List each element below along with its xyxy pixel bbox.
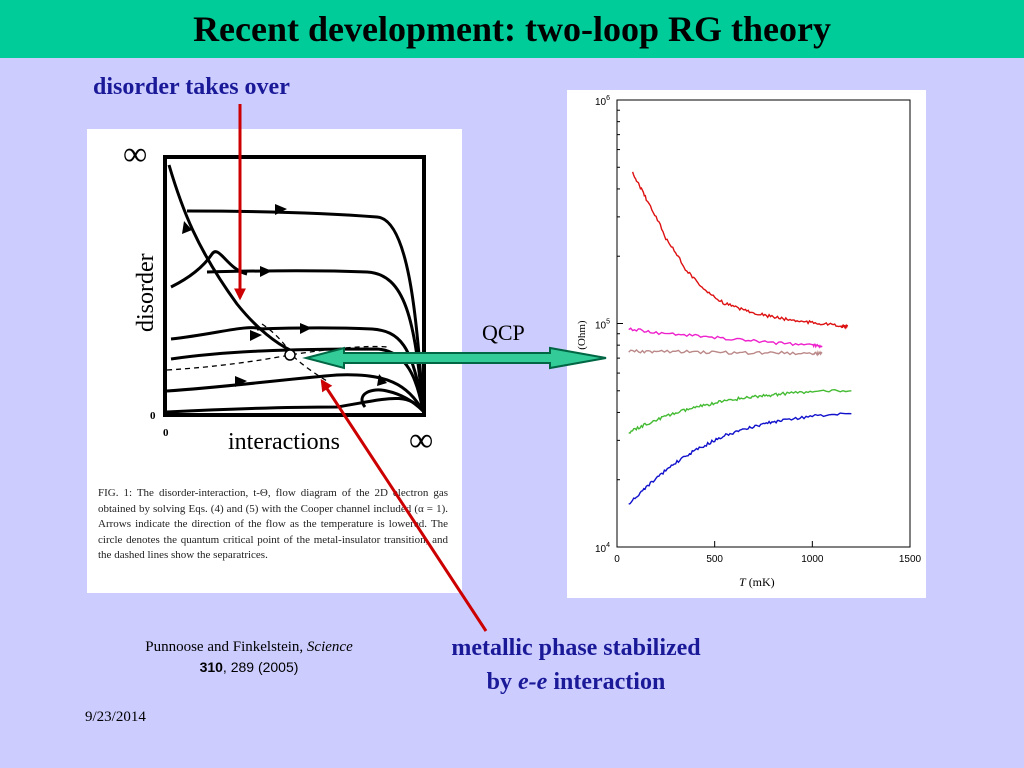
flow-arrowhead [260, 266, 272, 277]
flow-arrowhead [300, 323, 312, 334]
resistance-chart-panel: 0 500 1000 1500 104 105 106 ρ (Ohm) T (mK) [567, 90, 926, 598]
callout-line2-prefix: by [486, 669, 519, 695]
flow-arrowhead [250, 330, 262, 341]
flow-arrowhead [182, 221, 192, 234]
reference-citation: Punnoose and Finkelstein, Science 310, 2… [104, 637, 394, 678]
reference-journal: Science [306, 639, 353, 655]
x-tick-label: 500 [706, 554, 723, 565]
flow-diagram-frame [163, 155, 426, 417]
chart-x-label: T (mK) [739, 575, 775, 589]
resistance-chart-svg: 0 500 1000 1500 104 105 106 ρ (Ohm) T (mK) [576, 95, 922, 589]
slide-date: 9/23/2014 [85, 709, 146, 725]
chart-y-label: ρ (Ohm) [576, 320, 588, 358]
chart-x-label-symbol: T [739, 575, 747, 589]
series-line [631, 171, 849, 330]
flow-arrowhead [275, 204, 287, 215]
callout-line2-suffix: interaction [547, 669, 666, 695]
infinity-top-label: ∞ [123, 136, 147, 173]
reference-authors: Punnoose and Finkelstein, [145, 639, 307, 655]
series-line [628, 327, 823, 349]
flow-line [170, 250, 248, 289]
flow-line [167, 164, 293, 353]
disorder-axis-label: disorder [133, 253, 159, 332]
interactions-axis-label: interactions [228, 429, 340, 455]
flow-line [166, 397, 425, 414]
flow-line [186, 209, 425, 412]
qcp-circle [284, 349, 296, 361]
flow-line [360, 388, 425, 413]
x-tick-label: 0 [614, 554, 620, 565]
origin-y-label: 0 [150, 410, 156, 422]
qcp-label: QCP [482, 320, 525, 345]
flow-line [166, 373, 425, 412]
y-tick-label: 106 [595, 95, 610, 108]
callout-disorder-takes-over: disorder takes over [93, 74, 290, 100]
series-line [628, 388, 852, 434]
metallic-callout-arrow [320, 378, 488, 632]
flow-arrowhead [377, 374, 387, 386]
callout-metallic-line1: metallic phase stabilized [451, 635, 701, 661]
y-tick-label: 105 [595, 319, 610, 332]
reference-volume: 310 [199, 659, 223, 675]
flow-line [170, 326, 263, 341]
callout-line2-ee: e-e [518, 669, 548, 695]
x-tick-label: 1000 [801, 554, 824, 565]
flow-line [170, 347, 425, 412]
series-line [628, 412, 852, 505]
flow-diagram-svg: ∞ ∞ 0 0 disorder interactions [123, 136, 433, 459]
slide-title: Recent development: two-loop RG theory [193, 9, 831, 49]
callout-metallic-line2: by e-e interaction [418, 665, 734, 699]
callout-metallic-phase: metallic phase stabilized by e-e interac… [418, 631, 734, 699]
x-tick-label: 1500 [899, 554, 922, 565]
flow-arrowhead [235, 376, 247, 387]
infinity-right-label: ∞ [409, 422, 433, 459]
separatrix [166, 345, 388, 371]
origin-x-label: 0 [163, 427, 169, 439]
flow-line [206, 269, 425, 412]
figure-caption: FIG. 1: The disorder-interaction, t-Θ, f… [98, 487, 448, 561]
separatrix [261, 323, 328, 382]
y-tick-label: 104 [595, 542, 610, 555]
qcp-double-arrow [302, 346, 607, 370]
reference-pages-year: , 289 (2005) [222, 659, 299, 675]
series-line [628, 349, 823, 357]
title-bar: Recent development: two-loop RG theory [0, 0, 1024, 58]
chart-x-label-unit: (mK) [746, 575, 775, 589]
